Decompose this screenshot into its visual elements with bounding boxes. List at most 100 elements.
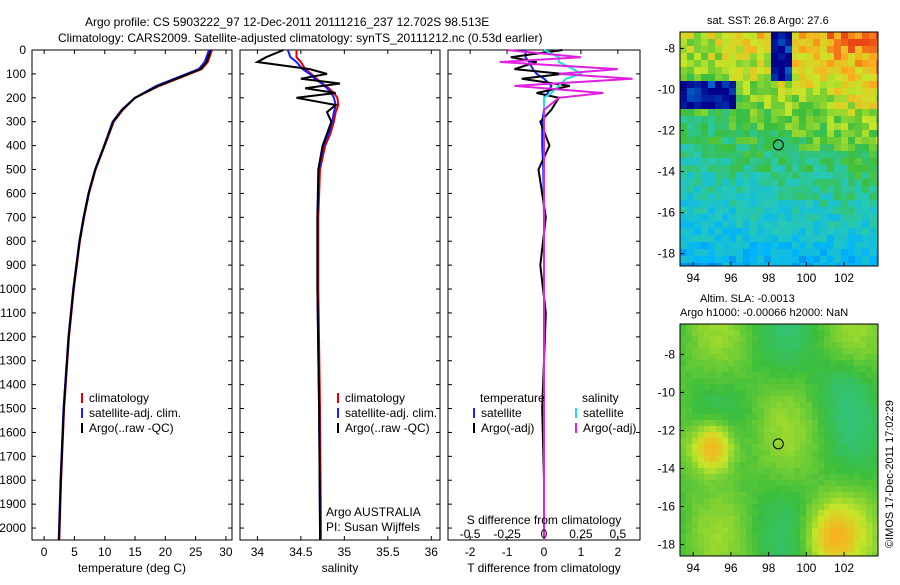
sla_map-cell <box>800 330 806 336</box>
sst_map-cell <box>701 32 708 39</box>
sla_map-cell <box>764 360 770 366</box>
sla_map-cell <box>776 366 782 372</box>
sst_map-cell <box>799 228 806 235</box>
sla_map-cell <box>812 414 818 420</box>
sla_map-cell <box>752 414 758 420</box>
sla_map-cell <box>788 510 794 516</box>
sla_map-cell <box>704 408 710 414</box>
sla_map-cell <box>728 450 734 456</box>
sla_map-cell <box>800 462 806 468</box>
sst_map-cell <box>764 242 771 249</box>
sla_map-cell <box>806 402 812 408</box>
sla_map-cell <box>746 372 752 378</box>
sst_map-cell <box>729 186 736 193</box>
sst_map-cell <box>708 60 715 67</box>
sla_map-cell <box>854 534 860 540</box>
sla_map-cell <box>788 378 794 384</box>
sla_map-cell <box>872 438 878 444</box>
sla_map-cell <box>818 330 824 336</box>
sla_map-cell <box>824 474 830 480</box>
sst_map-cell <box>701 39 708 46</box>
sst_map-cell <box>771 207 778 214</box>
sla_map-cell <box>740 336 746 342</box>
sla_map-cell <box>734 456 740 462</box>
sla_map-cell <box>692 486 698 492</box>
sla_map-cell <box>794 420 800 426</box>
sst_map-cell <box>862 39 869 46</box>
sst_map-cell <box>687 193 694 200</box>
sla_map-cell <box>860 522 866 528</box>
sst_map-cell <box>715 95 722 102</box>
sla_map-cell <box>692 324 698 330</box>
sst_map-cell <box>785 39 792 46</box>
sla_map-cell <box>806 456 812 462</box>
sla_map-cell <box>824 534 830 540</box>
sla_map-cell <box>848 522 854 528</box>
sla_map-cell <box>842 552 848 556</box>
sst_map-cell <box>729 249 736 256</box>
sst_map-cell <box>869 256 876 263</box>
sla_map-cell <box>740 486 746 492</box>
sst_map-cell <box>729 116 736 123</box>
sla_map-cell <box>812 366 818 372</box>
sst_map-cell <box>876 256 878 263</box>
sla_map-cell <box>722 492 728 498</box>
sst_map-cell <box>841 60 848 67</box>
diff-xlabel-top: S difference from climatology <box>467 513 622 527</box>
sst_map-cell <box>806 109 813 116</box>
sla_map-cell <box>728 420 734 426</box>
sst_map-cell <box>834 81 841 88</box>
sst_map-cell <box>708 102 715 109</box>
sst_map-cell <box>834 172 841 179</box>
sla_map-cell <box>848 474 854 480</box>
sst_map-cell <box>750 186 757 193</box>
sst_map-cell <box>792 193 799 200</box>
sst_map-cell <box>827 116 834 123</box>
sst_map-cell <box>876 102 878 109</box>
sst_map-cell <box>785 102 792 109</box>
sst_map-cell <box>736 109 743 116</box>
sst_map-cell <box>694 102 701 109</box>
sst_map-cell <box>855 109 862 116</box>
sla_map-cell <box>734 408 740 414</box>
sst_map-cell <box>820 32 827 39</box>
sla_map-cell <box>860 408 866 414</box>
sst_map-cell <box>848 116 855 123</box>
sla_map-cell <box>788 420 794 426</box>
sst_map-cell <box>778 53 785 60</box>
sla_map-cell <box>812 408 818 414</box>
sst_map-cell <box>799 214 806 221</box>
sst_map-cell <box>771 88 778 95</box>
sla_map-cell <box>830 444 836 450</box>
sst_map-cell <box>722 137 729 144</box>
sst_map-cell <box>855 228 862 235</box>
sla_map-argo-marker <box>772 438 784 450</box>
sst_map-cell <box>771 263 778 266</box>
sla_map-cell <box>788 414 794 420</box>
sla_map-cell <box>830 408 836 414</box>
sst_map-cell <box>750 123 757 130</box>
sla_map-cell <box>854 474 860 480</box>
sst_map-cell <box>701 263 708 266</box>
sst_map-cell <box>680 263 687 266</box>
sst_map-cell <box>680 109 687 116</box>
sla_map-cell <box>872 552 878 556</box>
sst_map-cell <box>848 249 855 256</box>
sla_map-cell <box>806 504 812 510</box>
sla_map-cell <box>770 336 776 342</box>
sla_map-cell <box>710 408 716 414</box>
sst_map-cell <box>862 165 869 172</box>
sst_map-cell <box>834 46 841 53</box>
sla_map-cell <box>776 378 782 384</box>
sla_map-cell <box>818 522 824 528</box>
sla_map-cell <box>782 468 788 474</box>
sla_map-cell <box>686 348 692 354</box>
sst_map-cell <box>771 172 778 179</box>
sla_map-cell <box>782 360 788 366</box>
sla_map-cell <box>842 486 848 492</box>
sst_map-cell <box>834 137 841 144</box>
sst_map-argo-marker <box>772 139 784 151</box>
sla_map-cell <box>818 372 824 378</box>
sst_map-cell <box>862 95 869 102</box>
sst_map-cell <box>750 88 757 95</box>
